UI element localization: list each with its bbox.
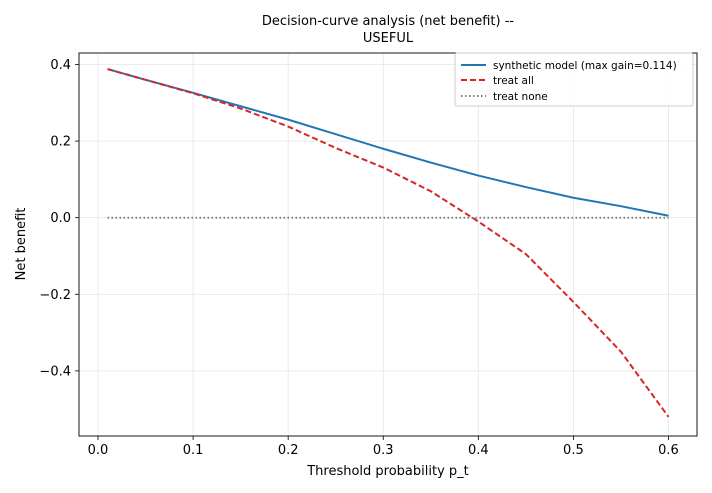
x-tick-label: 0.1 [183, 443, 204, 458]
x-tick-label: 0.2 [278, 443, 299, 458]
ticks: 0.0 0.1 0.2 0.3 0.4 0.5 0.6 −0.4 −0.2 0.0 0.2 0.4 [39, 58, 678, 458]
x-tick-label: 0.5 [563, 443, 584, 458]
chart-title-line2: USEFUL [363, 31, 414, 46]
y-tick-label: 0.4 [50, 58, 71, 73]
x-tick-label: 0.4 [468, 443, 489, 458]
series-line-treat-all [107, 68, 670, 418]
x-axis-label: Threshold probability p_t [306, 464, 469, 479]
x-tick-label: 0.6 [658, 443, 679, 458]
legend-label-model: synthetic model (max gain=0.114) [493, 60, 677, 72]
y-tick-label: −0.4 [39, 364, 71, 379]
legend: synthetic model (max gain=0.114) treat a… [454, 52, 694, 107]
x-tick-label: 0.0 [88, 443, 109, 458]
chart-title-line1: Decision-curve analysis (net benefit) -- [262, 14, 515, 29]
plot-frame [78, 52, 698, 437]
y-tick-label: 0.0 [50, 211, 71, 226]
y-axis-label: Net benefit [14, 208, 29, 281]
x-tick-label: 0.3 [373, 443, 394, 458]
legend-box [454, 52, 694, 107]
legend-label-treat-none: treat none [493, 91, 548, 103]
y-tick-label: 0.2 [50, 135, 71, 150]
y-tick-label: −0.2 [39, 288, 71, 303]
legend-label-treat-all: treat all [493, 75, 534, 87]
series-line-synthetic-model [107, 68, 669, 217]
series-layer [107, 68, 670, 418]
